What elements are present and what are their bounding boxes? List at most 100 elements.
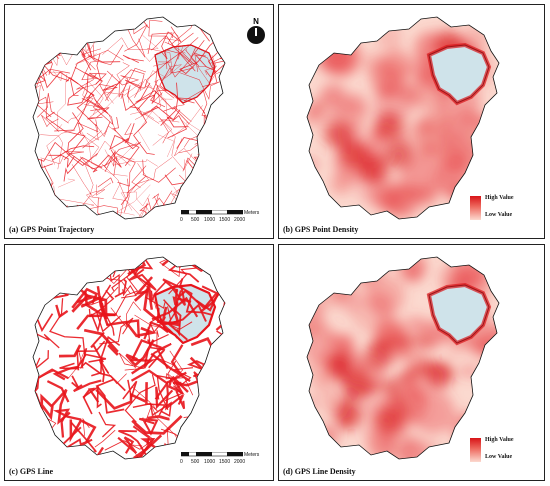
route-line — [33, 200, 57, 219]
route-line — [203, 180, 225, 206]
scale-units: Meters — [244, 452, 260, 458]
route-line — [49, 298, 86, 356]
density-legend: High Value Low Value — [470, 437, 530, 466]
legend-high-label: High Value — [485, 437, 514, 443]
scale-tick-label: 0 — [180, 459, 183, 465]
density-legend: High Value Low Value — [470, 195, 530, 224]
route-line — [81, 48, 101, 70]
route-line — [142, 159, 176, 183]
route-line — [193, 437, 199, 451]
route-line — [82, 130, 108, 149]
route-line — [33, 272, 39, 305]
route-line — [194, 52, 225, 72]
density-hotspot — [367, 431, 397, 459]
route-line — [41, 42, 66, 54]
route-line — [160, 82, 179, 126]
density-hotspot — [319, 37, 356, 75]
density-hotspot — [461, 364, 475, 378]
density-corridor — [387, 361, 456, 389]
route-line — [143, 219, 145, 237]
route-line — [86, 53, 102, 109]
panel-caption: (b) GPS Point Density — [283, 225, 359, 234]
route-line — [50, 388, 71, 425]
scale-bar-graphic — [181, 452, 243, 457]
route-line — [76, 313, 117, 330]
route-line — [145, 70, 166, 90]
route-line — [108, 114, 117, 133]
route-line — [90, 331, 105, 363]
density-hotspot — [415, 185, 438, 207]
route-line — [104, 149, 158, 167]
density-hotspot — [325, 121, 353, 149]
route-line — [104, 143, 139, 172]
route-line — [87, 55, 121, 63]
route-line — [124, 178, 130, 213]
route-line — [163, 107, 190, 125]
density-hotspot — [342, 92, 367, 116]
scale-bar: 0 500 1000 1500 2000 Meters — [180, 452, 263, 470]
density-hotspot — [477, 363, 498, 384]
route-line — [98, 358, 110, 383]
route-line — [104, 368, 127, 385]
route-line — [36, 26, 71, 48]
legend-low-label: Low Value — [485, 454, 513, 460]
route-line — [142, 87, 161, 124]
route-line — [144, 403, 158, 424]
route-line — [152, 193, 159, 205]
route-line — [40, 38, 45, 59]
route-line — [97, 197, 116, 219]
route-line — [85, 184, 106, 208]
route-line — [143, 321, 169, 340]
density-hotspot — [360, 156, 388, 184]
route-line — [167, 49, 200, 78]
route-line — [71, 287, 99, 309]
route-line — [114, 278, 127, 298]
route-line — [56, 74, 68, 132]
route-line — [110, 301, 142, 328]
route-line — [172, 288, 192, 306]
route-line — [147, 197, 154, 219]
route-line — [67, 112, 85, 164]
panel-caption: (a) GPS Point Trajectory — [9, 225, 95, 234]
route-line — [72, 454, 81, 459]
route-line — [81, 60, 98, 81]
route-line — [180, 176, 217, 206]
route-line — [124, 123, 133, 135]
route-line — [103, 91, 125, 104]
city-boundary — [306, 256, 500, 460]
route-line — [132, 425, 150, 445]
route-line — [54, 92, 95, 132]
route-line — [57, 178, 76, 188]
route-line — [33, 35, 50, 53]
route-line — [39, 393, 54, 421]
route-line — [136, 79, 158, 111]
route-line — [117, 211, 135, 216]
route-line — [106, 319, 141, 339]
route-line — [132, 401, 172, 417]
route-line — [131, 415, 183, 435]
route-line — [118, 429, 147, 455]
route-line — [130, 338, 162, 375]
trajectory-map — [32, 256, 226, 460]
route-line — [33, 313, 54, 333]
route-line — [167, 306, 193, 330]
route-line — [122, 54, 144, 63]
route-line — [199, 176, 219, 200]
route-line — [37, 19, 70, 36]
district-route-edge — [154, 44, 216, 104]
route-line — [157, 134, 175, 158]
legend-color-ramp — [470, 196, 481, 220]
scale-tick-label: 1000 — [204, 459, 216, 465]
route-line — [59, 17, 91, 32]
route-line — [177, 285, 219, 310]
district-density-edge — [426, 282, 492, 346]
scale-tick-label: 1500 — [219, 217, 231, 223]
route-line — [151, 105, 189, 128]
legend-low-label: Low Value — [485, 212, 513, 218]
route-line — [163, 204, 180, 219]
route-line — [40, 134, 63, 170]
route-line — [125, 339, 155, 367]
route-line — [112, 117, 119, 130]
route-line — [34, 269, 51, 279]
density-hotspot — [324, 19, 344, 39]
